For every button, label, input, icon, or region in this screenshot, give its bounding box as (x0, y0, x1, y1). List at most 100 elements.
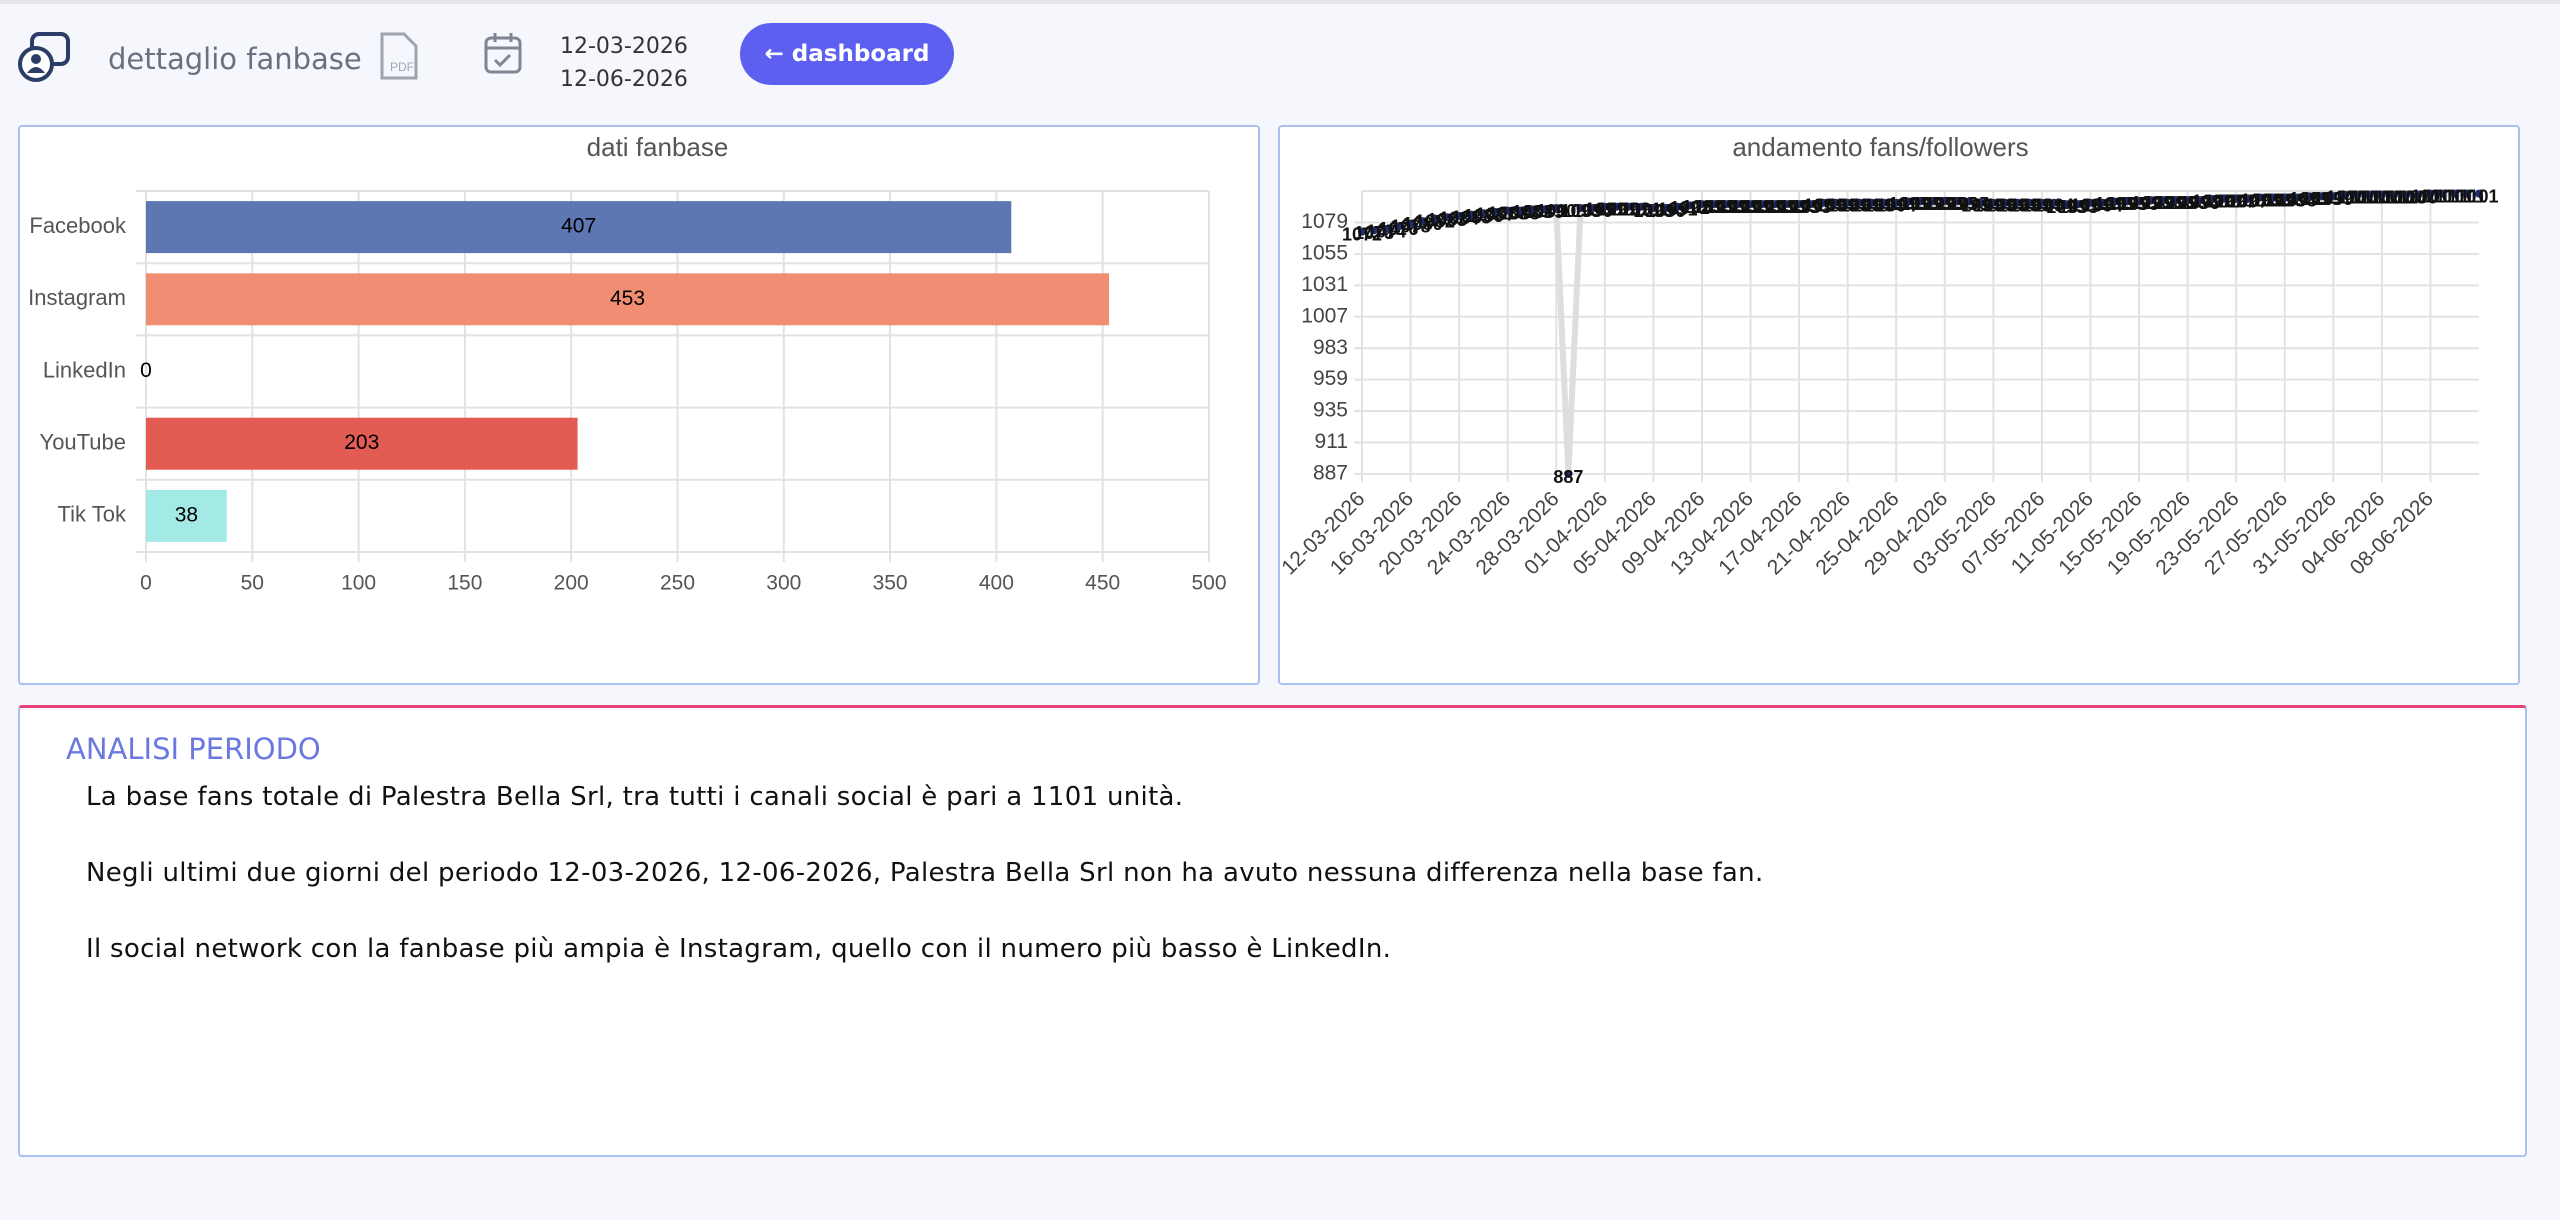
point (1697, 200, 1706, 209)
y-tick-label: 1079 (1301, 210, 1348, 233)
point (2183, 196, 2192, 205)
point (1819, 198, 1828, 207)
point (1770, 200, 1779, 209)
x-tick-label: 300 (766, 572, 801, 595)
analysis-paragraph: Il social network con la fanbase più amp… (86, 934, 1392, 964)
point (2037, 198, 2046, 207)
point (2062, 200, 2071, 209)
top-border (0, 0, 2560, 4)
x-tick-label: 400 (979, 572, 1014, 595)
value-label: 1091 (1621, 199, 1661, 219)
point (2365, 190, 2374, 199)
line-panel: andamento fans/followers 887 911 935 959 983 1… (1277, 125, 2520, 685)
point (1795, 200, 1804, 209)
point (1418, 217, 1427, 226)
y-tick-label: LinkedIn (43, 357, 126, 382)
x-tick-label: 450 (1085, 572, 1120, 595)
y-tick-label: 1055 (1301, 241, 1348, 264)
dashboard-button[interactable]: ← dashboard (740, 23, 954, 85)
point (2438, 189, 2447, 198)
analysis-title: ANALISI PERIODO (66, 732, 321, 766)
date-to: 12-06-2026 (560, 67, 688, 92)
point (2426, 189, 2435, 198)
point (1831, 198, 1840, 207)
point (1782, 200, 1791, 209)
point (1843, 198, 1852, 207)
point (2135, 197, 2144, 206)
y-tick-label: 887 (1313, 462, 1348, 485)
point (2074, 200, 2083, 209)
value-label: 453 (610, 287, 645, 310)
value-label: 887 (1553, 467, 1583, 487)
value-label: 1094 (2034, 196, 2074, 216)
bar (146, 273, 1110, 326)
point (1710, 200, 1719, 209)
point (1977, 198, 1986, 207)
value-label: 1090 (1536, 201, 1576, 221)
point (2390, 190, 2399, 199)
point (2244, 194, 2253, 203)
point (2353, 190, 2362, 199)
value-label: 1095 (1949, 194, 1989, 214)
y-tick-label: 1031 (1301, 273, 1348, 296)
bar-chart: dati fanbase 0 50 100 150 200 250 300 350 400 450 5… (28, 132, 1226, 595)
point (1576, 204, 1585, 213)
point (1940, 197, 1949, 206)
point (2110, 197, 2119, 206)
x-tick-label: 150 (447, 572, 482, 595)
chart-title: andamento fans/followers (1732, 132, 2028, 162)
y-tick-label: 983 (1313, 336, 1348, 359)
point (1649, 204, 1658, 213)
chart-title: dati fanbase (587, 132, 729, 162)
bar (146, 417, 578, 470)
point (1527, 205, 1536, 214)
point (1746, 200, 1755, 209)
point (2025, 198, 2034, 207)
pdf-icon[interactable]: PDF (378, 32, 422, 80)
point (2305, 192, 2314, 201)
point (1685, 201, 1694, 210)
point (1540, 205, 1549, 214)
point (2086, 198, 2095, 207)
point (2256, 193, 2265, 202)
point (1952, 197, 1961, 206)
analysis-paragraph: Negli ultimi due giorni del periodo 12-0… (86, 858, 1764, 888)
point (1455, 211, 1464, 220)
bar (146, 489, 227, 542)
line (1361, 190, 2479, 475)
x-tick-label: 200 (554, 572, 589, 595)
bar-panel: dati fanbase 0 50 100 150 200 250 300 350 400 450 5… (18, 125, 1260, 685)
point (1600, 202, 1609, 211)
x-tick-label: 250 (660, 572, 695, 595)
point (2317, 192, 2326, 201)
point (1358, 227, 1366, 236)
point (2122, 197, 2131, 206)
point (1807, 200, 1816, 209)
point (1406, 219, 1415, 228)
x-tick-label: 50 (241, 572, 264, 595)
point (1515, 206, 1524, 215)
point (2013, 198, 2022, 207)
point (2098, 198, 2107, 207)
x-tick-label: 350 (873, 572, 908, 595)
date-range: 12-03-2026 12-06-2026 (560, 30, 688, 96)
point (1758, 200, 1767, 209)
point (2232, 194, 2241, 203)
point (1673, 202, 1682, 211)
point (1394, 222, 1403, 231)
point (2171, 196, 2180, 205)
point (1442, 213, 1451, 222)
point (2268, 193, 2277, 202)
point (1722, 200, 1731, 209)
calendar-icon[interactable] (482, 30, 526, 76)
point (2450, 189, 2459, 198)
y-tick-label: 911 (1315, 430, 1348, 453)
pdf-label: PDF (390, 60, 414, 74)
value-label: 203 (344, 431, 379, 454)
point (1552, 204, 1561, 213)
point (2329, 192, 2338, 201)
point (1892, 198, 1901, 207)
y-tick-label: Tik Tok (58, 502, 127, 527)
y-tick-label: 959 (1313, 367, 1348, 390)
